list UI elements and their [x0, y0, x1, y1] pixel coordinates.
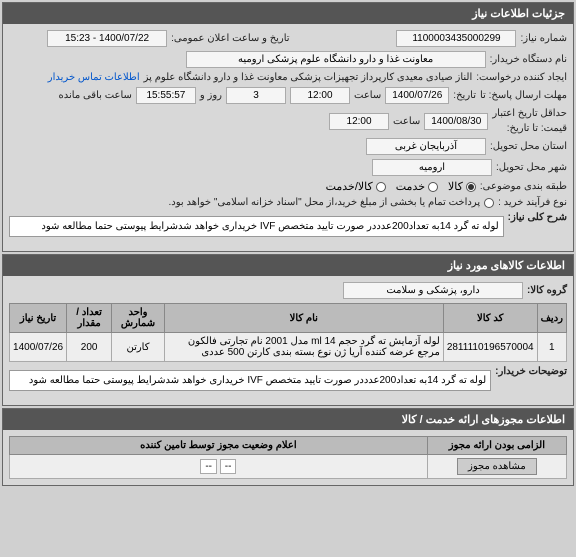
radio-dot-icon — [466, 182, 476, 192]
permits-table: الزامی بودن ارائه مجوز اعلام وضعیت مجوز … — [9, 436, 567, 479]
desc-label: شرح کلی نیاز: — [508, 212, 567, 223]
need-no-value: 1100003435000299 — [396, 30, 516, 47]
cell-qty: 200 — [67, 333, 112, 362]
contact-link[interactable]: اطلاعات تماس خریدار — [48, 72, 140, 83]
status-select-2[interactable]: -- — [200, 459, 217, 474]
valid-time-label: ساعت — [393, 116, 420, 127]
col-date: تاریخ نیاز — [10, 304, 67, 333]
province-label: استان محل تحویل: — [490, 141, 567, 152]
buyer-value: معاونت غذا و دارو دانشگاه علوم پزشکی ارو… — [186, 51, 486, 68]
cell-row: 1 — [537, 333, 566, 362]
creator-label: ایجاد کننده درخواست: — [476, 72, 567, 83]
col-row: ردیف — [537, 304, 566, 333]
col-mandatory: الزامی بودن ارائه مجوز — [427, 437, 566, 455]
cell-view-permit: مشاهده مجوز — [427, 455, 566, 479]
group-label: گروه کالا: — [527, 285, 567, 296]
valid-date-value: 1400/08/30 — [424, 113, 488, 130]
deadline-time-value: 12:00 — [290, 87, 350, 104]
col-qty: تعداد / مقدار — [67, 304, 112, 333]
buyer-label: نام دستگاه خریدار: — [490, 54, 567, 65]
creator-value: الناز صیادی معیدی کارپرداز تجهیزات پزشکی… — [144, 72, 473, 83]
need-no-label: شماره نیاز: — [520, 33, 567, 44]
note-label: توضیحات خریدار: — [495, 366, 567, 377]
radio-dot-icon — [376, 182, 386, 192]
col-code: کد کالا — [443, 304, 537, 333]
col-status: اعلام وضعیت مجوز توسط تامین کننده — [10, 437, 428, 455]
col-name: نام کالا — [164, 304, 443, 333]
deadline-date-label: تاریخ: — [453, 90, 476, 101]
radio-item[interactable]: کالا — [448, 180, 476, 193]
radio-dot-icon — [428, 182, 438, 192]
note-box: لوله ته گرد 14به تعداد200عدددر صورت تایی… — [9, 370, 491, 391]
radio-both[interactable]: کالا/خدمت — [326, 180, 386, 193]
panel3-body: الزامی بودن ارائه مجوز اعلام وضعیت مجوز … — [3, 430, 573, 485]
table-row: مشاهده مجوز -- -- — [10, 455, 567, 479]
radio-dot-icon — [484, 198, 494, 208]
radio-service[interactable]: خدمت — [396, 180, 438, 193]
cell-name: لوله آزمایش ته گرد حجم 14 ml مدل 2001 نا… — [164, 333, 443, 362]
panel2-header: اطلاعات کالاهای مورد نیاز — [3, 255, 573, 276]
group-value: دارو، پزشکی و سلامت — [343, 282, 523, 299]
panel1-header: جزئیات اطلاعات نیاز — [3, 3, 573, 24]
deadline-time-label: ساعت — [354, 90, 381, 101]
cell-status: -- -- — [10, 455, 428, 479]
pub-date-label: تاریخ و ساعت اعلان عمومی: — [171, 33, 290, 44]
permits-panel: اطلاعات مجوزهای ارائه خدمت / کالا الزامی… — [2, 408, 574, 486]
valid-time-value: 12:00 — [329, 113, 389, 130]
status-select[interactable]: -- — [220, 459, 237, 474]
process-text: پرداخت تمام یا بخشی از مبلغ خرید،از محل … — [169, 197, 481, 208]
city-value: ارومیه — [372, 159, 492, 176]
deadline-label: مهلت ارسال پاسخ: تا — [480, 90, 567, 101]
remain-time: 15:55:57 — [136, 87, 196, 104]
city-label: شهر محل تحویل: — [496, 162, 567, 173]
province-value: آذربایجان غربی — [366, 138, 486, 155]
remain-days-label: روز و — [200, 90, 222, 101]
panel1-body: شماره نیاز: 1100003435000299 تاریخ و ساع… — [3, 24, 573, 251]
deadline-date-value: 1400/07/26 — [385, 87, 449, 104]
panel3-header: اطلاعات مجوزهای ارائه خدمت / کالا — [3, 409, 573, 430]
valid-label: حداقل تاریخ اعتبار — [492, 108, 567, 119]
remain-days: 3 — [226, 87, 286, 104]
process-label: نوع فرآیند خرید : — [498, 197, 567, 208]
desc-box: لوله ته گرد 14به تعداد200عدددر صورت تایی… — [9, 216, 504, 237]
valid-sub-label: قیمت: تا تاریخ: — [492, 123, 567, 134]
pub-date-value: 1400/07/22 - 15:23 — [47, 30, 167, 47]
cell-unit: کارتن — [112, 333, 165, 362]
remain-label: ساعت باقی مانده — [59, 90, 132, 101]
cell-code: 2811110196570004 — [443, 333, 537, 362]
cell-date: 1400/07/26 — [10, 333, 67, 362]
col-unit: واحد شمارش — [112, 304, 165, 333]
items-panel: اطلاعات کالاهای مورد نیاز گروه کالا: دار… — [2, 254, 574, 406]
view-permit-button[interactable]: مشاهده مجوز — [457, 458, 537, 475]
need-details-panel: جزئیات اطلاعات نیاز شماره نیاز: 11000034… — [2, 2, 574, 252]
table-row: 1 2811110196570004 لوله آزمایش ته گرد حج… — [10, 333, 567, 362]
category-radio-group: کالا خدمت کالا/خدمت — [326, 180, 476, 193]
category-label: طبقه بندی موضوعی: — [480, 181, 567, 192]
items-table: ردیف کد کالا نام کالا واحد شمارش تعداد /… — [9, 303, 567, 362]
panel2-body: گروه کالا: دارو، پزشکی و سلامت ردیف کد ک… — [3, 276, 573, 405]
